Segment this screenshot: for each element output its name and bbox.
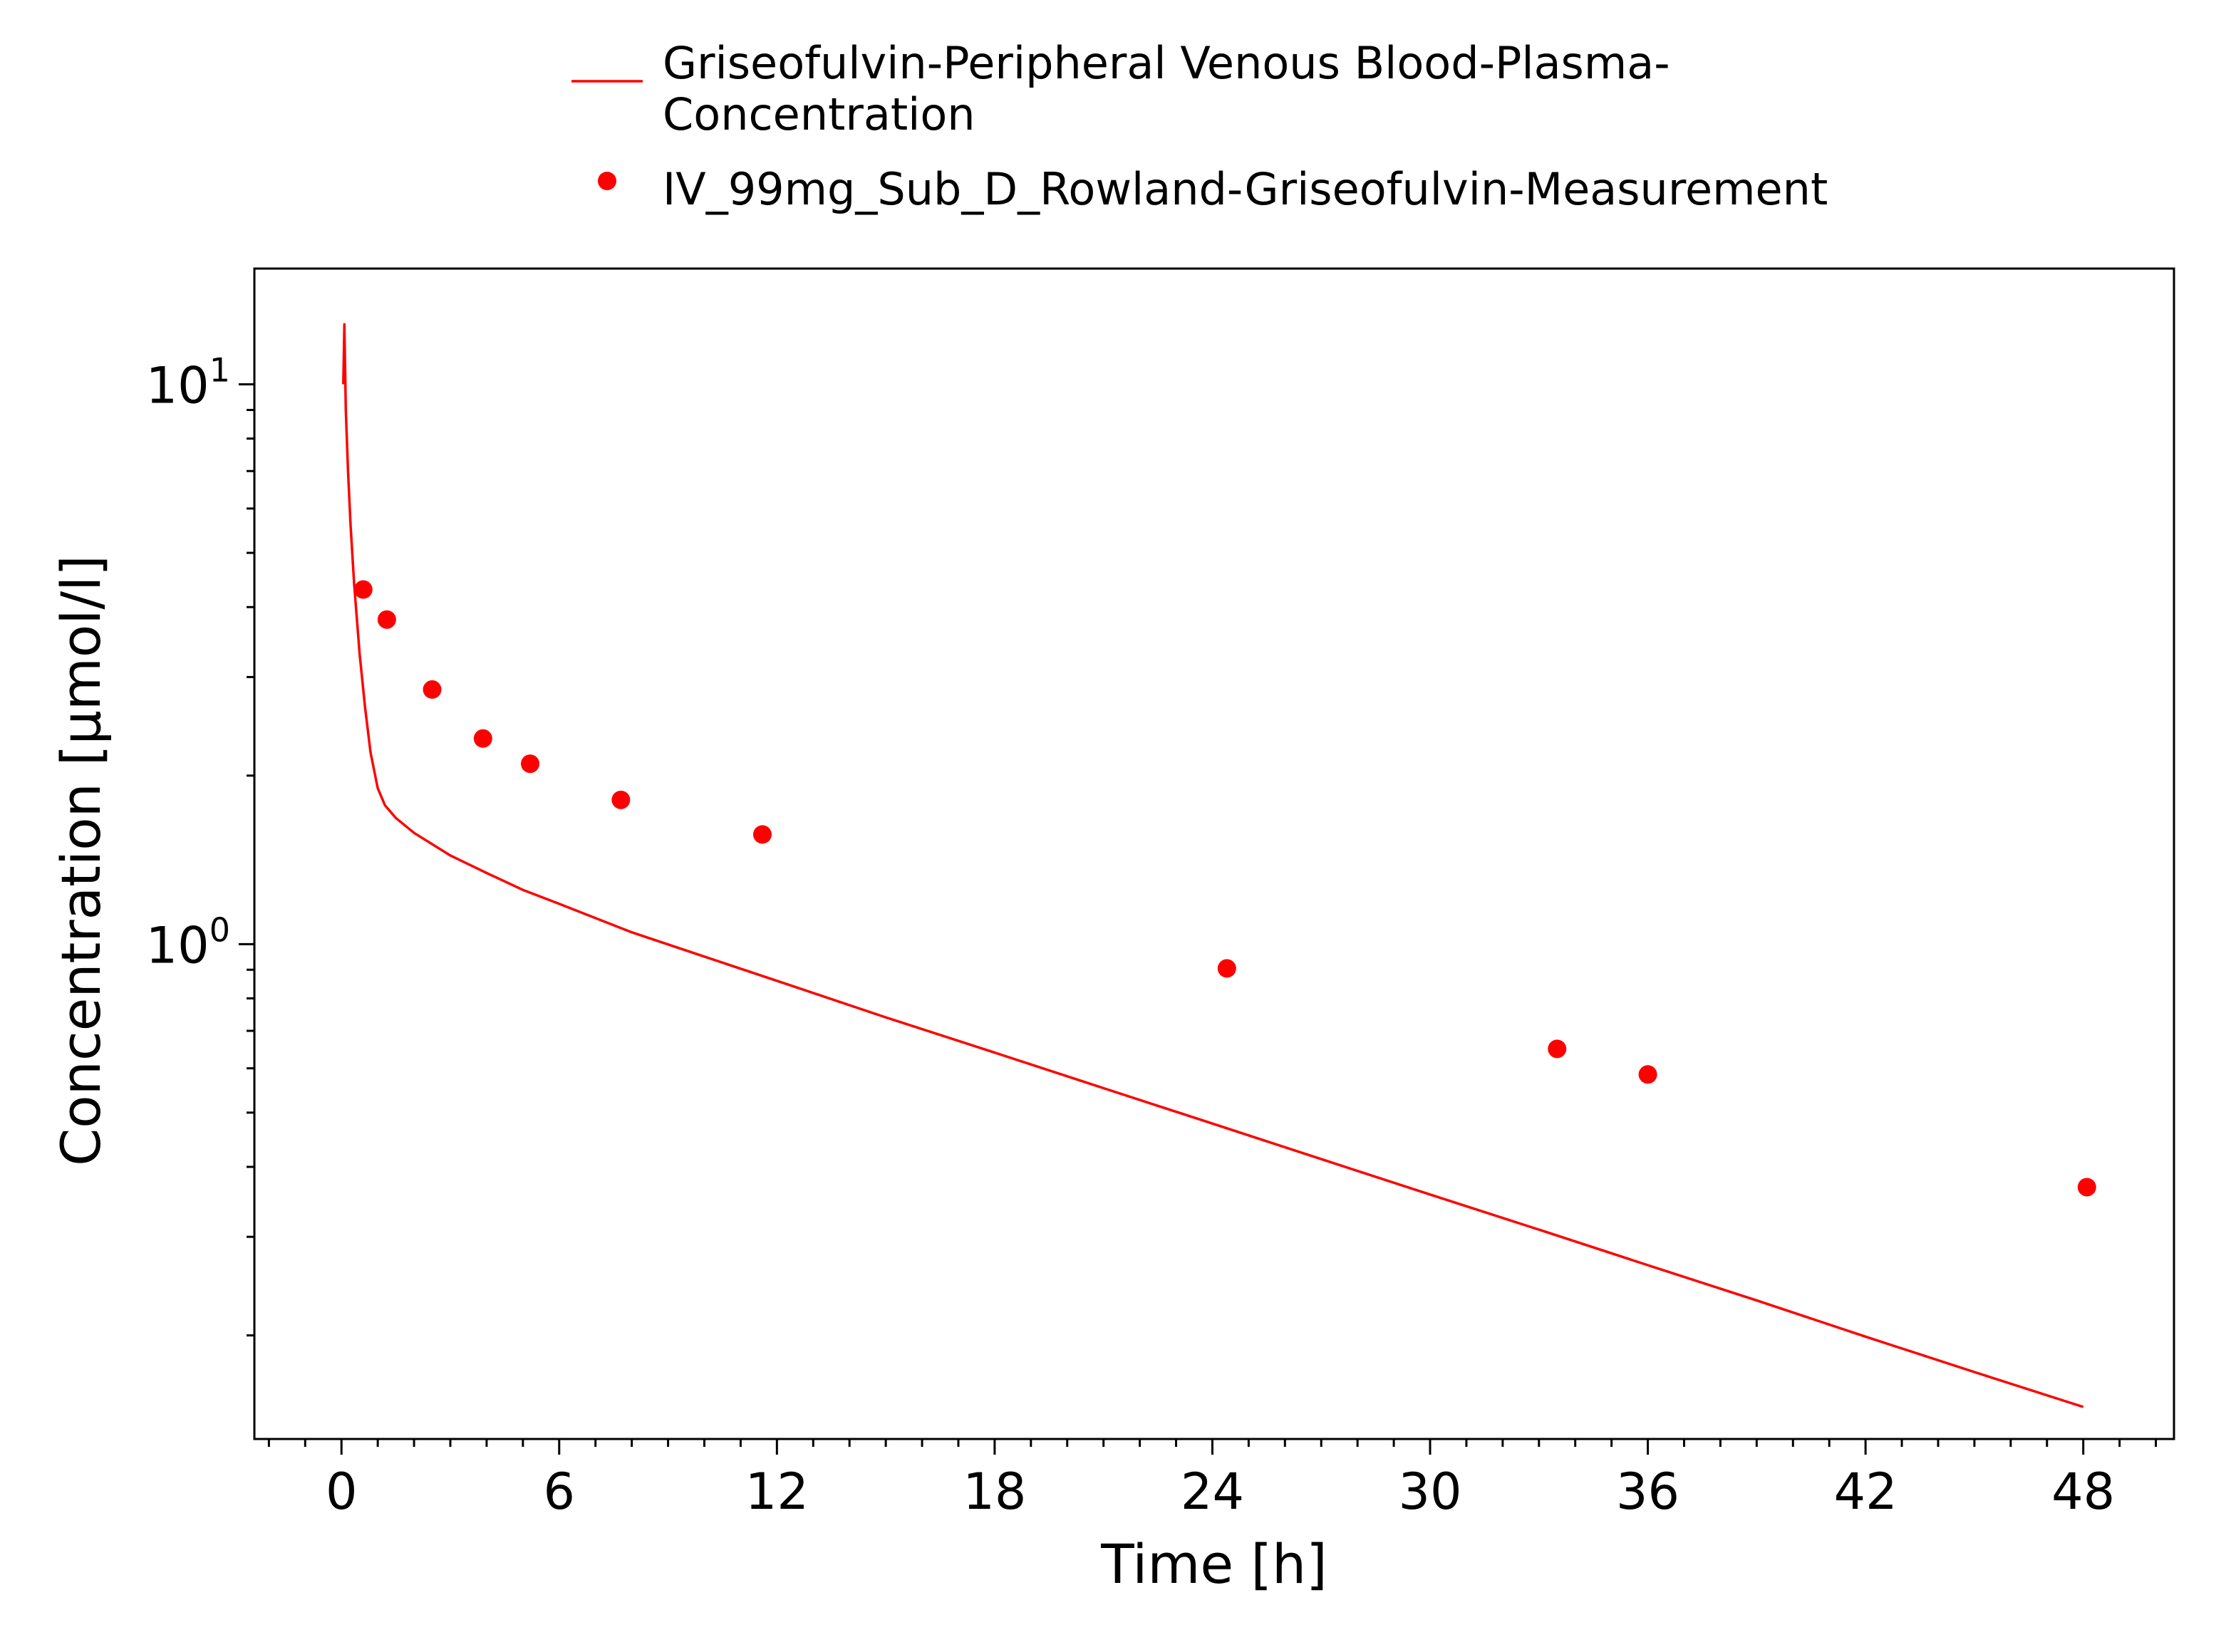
- data-point: [521, 754, 540, 774]
- x-tick-label: 42: [1834, 1463, 1898, 1521]
- x-tick-label: 30: [1398, 1463, 1461, 1521]
- y-axis-label: Concentration [µmol/l]: [49, 555, 113, 1166]
- y-axis-ticks: 100 101: [146, 351, 254, 1337]
- x-tick-label: 48: [2051, 1463, 2115, 1521]
- plot-frame: [253, 267, 2175, 1440]
- y-tick-label: 100: [146, 910, 230, 975]
- data-point: [377, 610, 396, 629]
- x-axis-ticks: 0 6 12 18 24 30 36 42 48: [267, 1439, 2158, 1521]
- legend-label-simulation-line-1: Griseofulvin-Peripheral Venous Blood-Pla…: [663, 37, 1670, 89]
- series-points-measurement: [353, 580, 2096, 1197]
- series-line-simulation: [342, 323, 2084, 1408]
- data-point: [1548, 1039, 1567, 1059]
- legend: Griseofulvin-Peripheral Venous Blood-Pla…: [571, 37, 1828, 215]
- data-point: [353, 580, 373, 599]
- data-point: [423, 680, 442, 699]
- data-point: [2077, 1178, 2096, 1197]
- data-point: [1217, 959, 1236, 978]
- legend-label-measurement: IV_99mg_Sub_D_Rowland-Griseofulvin-Measu…: [663, 163, 1828, 215]
- legend-label-simulation-line-2: Concentration: [663, 88, 975, 140]
- x-axis-label: Time [h]: [1100, 1532, 1327, 1596]
- data-point: [611, 790, 631, 809]
- x-tick-label: 18: [963, 1463, 1026, 1521]
- x-tick-label: 12: [745, 1463, 809, 1521]
- y-tick-label: 101: [146, 351, 230, 415]
- x-tick-label: 6: [544, 1463, 576, 1521]
- legend-swatch-marker: [598, 172, 616, 190]
- data-point: [1638, 1065, 1657, 1084]
- x-tick-label: 36: [1616, 1463, 1679, 1521]
- data-point: [473, 729, 492, 748]
- x-tick-label: 24: [1181, 1463, 1244, 1521]
- data-point: [752, 825, 772, 844]
- x-tick-label: 0: [326, 1463, 358, 1521]
